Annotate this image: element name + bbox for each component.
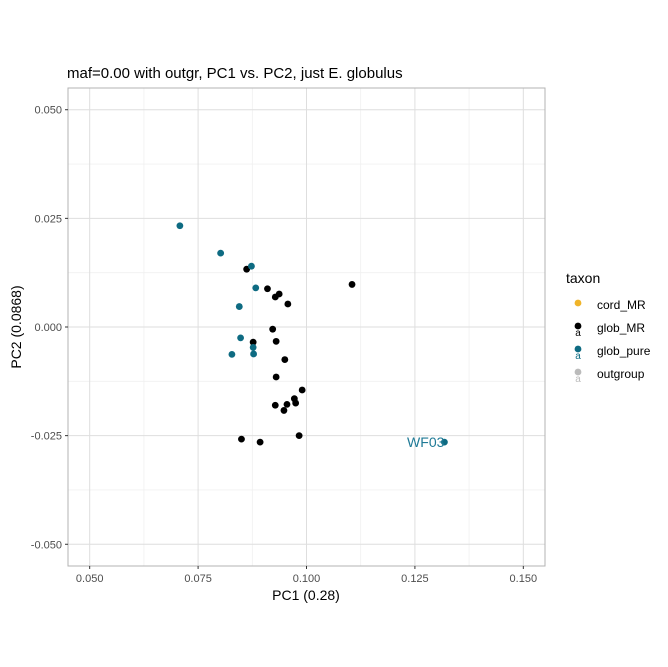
data-point <box>256 438 264 446</box>
gridlines <box>68 88 545 566</box>
y-axis-label: PC2 (0.0868) <box>8 285 24 368</box>
data-point <box>280 407 288 414</box>
legend-key-text: a <box>575 374 581 385</box>
data-point <box>238 435 245 443</box>
data-point <box>249 338 257 346</box>
data-point <box>272 337 280 345</box>
series-glob_MR <box>238 265 356 446</box>
legend-label: outgroup <box>597 367 645 381</box>
legend-entry-glob_MR: a glob_MR <box>574 321 645 339</box>
legend-key <box>574 322 582 330</box>
data-point <box>272 373 280 381</box>
y-tick-label: 0.025 <box>34 213 62 225</box>
x-axis-ticks: 0.050 0.075 0.100 0.125 0.150 <box>76 566 537 585</box>
series-glob_pure <box>176 222 448 446</box>
legend-label: cord_MR <box>597 298 646 312</box>
data-point <box>292 399 300 407</box>
data-points <box>176 222 448 446</box>
data-point <box>217 249 225 257</box>
x-tick-label: 0.150 <box>510 573 538 585</box>
point-annotation: WF03 <box>407 434 445 450</box>
data-point <box>283 400 291 408</box>
legend-key <box>574 368 582 376</box>
annotations: WF03 <box>407 434 445 450</box>
data-point <box>228 350 236 358</box>
y-tick-label: 0.050 <box>34 105 62 117</box>
legend-entry-cord_MR: cord_MR <box>574 298 646 312</box>
x-tick-label: 0.050 <box>76 573 104 585</box>
legend-entry-glob_pure: a glob_pure <box>574 344 651 362</box>
legend-key <box>574 299 582 307</box>
legend-entry-outgroup: a outgroup <box>574 367 645 385</box>
x-tick-label: 0.075 <box>184 573 212 585</box>
legend-label: glob_MR <box>597 321 645 335</box>
chart-title: maf=0.00 with outgr, PC1 vs. PC2, just E… <box>67 65 403 82</box>
data-point <box>249 344 257 351</box>
data-point <box>176 222 184 230</box>
data-point <box>348 281 356 288</box>
y-tick-label: -0.025 <box>31 431 62 443</box>
data-point <box>248 262 255 270</box>
data-point <box>237 334 244 342</box>
data-point <box>295 432 303 440</box>
data-point <box>252 284 260 292</box>
data-point <box>271 293 279 301</box>
data-point <box>264 285 271 293</box>
y-axis-ticks: 0.050 0.025 0.000 -0.025 -0.050 <box>31 105 68 551</box>
data-point <box>235 303 243 310</box>
legend-key-text: a <box>575 328 581 339</box>
x-axis-label: PC1 (0.28) <box>272 587 340 603</box>
data-point <box>250 350 257 358</box>
y-tick-label: 0.000 <box>34 322 62 334</box>
data-point <box>271 401 279 409</box>
x-tick-label: 0.125 <box>401 573 429 585</box>
x-tick-label: 0.100 <box>293 573 321 585</box>
legend-label: glob_pure <box>597 344 651 358</box>
data-point <box>269 325 277 333</box>
legend-title: taxon <box>566 270 600 286</box>
y-tick-label: -0.050 <box>31 539 62 551</box>
data-point <box>440 438 448 446</box>
data-point <box>284 300 292 308</box>
data-point <box>281 356 289 363</box>
data-point <box>298 386 306 394</box>
legend-key <box>574 345 582 353</box>
legend-key-text: a <box>575 351 581 362</box>
